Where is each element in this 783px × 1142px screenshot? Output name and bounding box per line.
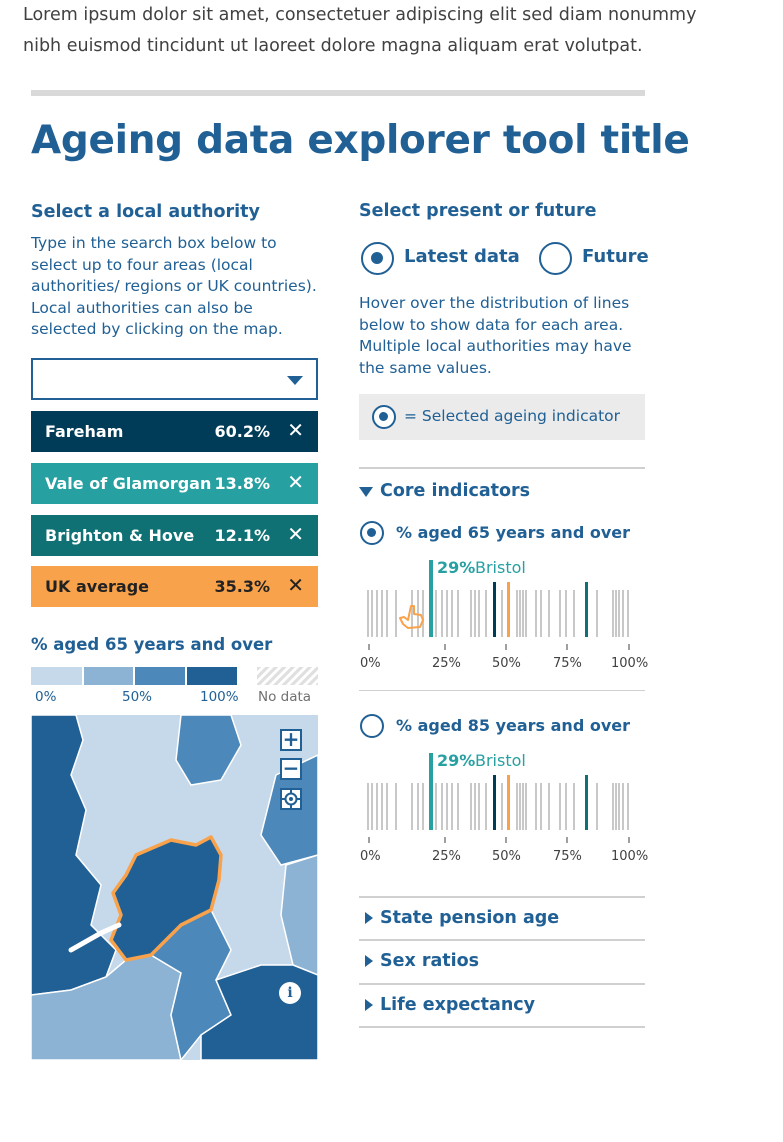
selected-area-chip: Vale of Glamorgan 13.8% ✕ xyxy=(31,463,318,504)
selected-area-name: Brighton & Hove xyxy=(45,526,195,545)
crosshair-icon xyxy=(282,790,300,808)
caret-down-icon[interactable] xyxy=(359,487,373,497)
zoom-out-button[interactable]: − xyxy=(280,758,302,780)
axis-tick-label: 0% xyxy=(360,849,381,864)
selected-area-chip: Fareham 60.2% ✕ xyxy=(31,411,318,452)
hover-area: Bristol xyxy=(475,751,526,770)
area-search-dropdown[interactable] xyxy=(31,358,318,400)
distribution-svg[interactable] xyxy=(359,753,649,863)
legend-swatch xyxy=(135,667,185,685)
legend-label: 100% xyxy=(200,689,239,705)
indicator-radio-65[interactable] xyxy=(360,521,384,545)
radio-selected-dot xyxy=(371,252,383,264)
indicator-radio-85[interactable] xyxy=(360,714,384,738)
info-icon[interactable]: i xyxy=(279,982,301,1004)
intro-paragraph: Lorem ipsum dolor sit amet, consectetuer… xyxy=(23,5,697,56)
hover-value: 29% xyxy=(437,751,476,770)
indicator-key-box: = Selected ageing indicator xyxy=(359,394,645,440)
map-region[interactable] xyxy=(175,715,242,786)
locate-button[interactable] xyxy=(280,788,302,810)
hover-area: Bristol xyxy=(475,558,526,577)
divider xyxy=(359,1026,645,1028)
core-indicators-toggle[interactable]: Core indicators xyxy=(380,481,531,501)
map-river xyxy=(68,922,122,953)
selected-area-value: 13.8% xyxy=(214,474,270,493)
axis-tick-label: 100% xyxy=(611,656,649,671)
select-authority-heading: Select a local authority xyxy=(31,202,260,222)
key-text: = Selected ageing indicator xyxy=(404,407,621,425)
legend-swatch xyxy=(31,667,82,685)
axis-tick-label: 25% xyxy=(432,656,461,671)
legend-swatch xyxy=(187,667,237,685)
radio-selected-dot xyxy=(379,412,388,421)
selected-area-name: Fareham xyxy=(45,422,124,441)
radio-selected-dot xyxy=(367,528,376,537)
hover-marker xyxy=(429,753,433,830)
key-radio-icon xyxy=(372,405,396,429)
distribution-strip-85[interactable] xyxy=(359,753,649,863)
divider xyxy=(359,467,645,469)
present-future-heading: Select present or future xyxy=(359,201,597,221)
close-icon[interactable]: ✕ xyxy=(287,573,304,597)
page-title: Ageing data explorer tool title xyxy=(31,118,690,163)
title-rule xyxy=(31,90,645,96)
distribution-strip-65[interactable] xyxy=(359,560,649,670)
selected-area-value: 60.2% xyxy=(214,422,270,441)
legend-no-data-label: No data xyxy=(258,689,312,705)
zoom-in-button[interactable]: + xyxy=(280,729,302,751)
hover-value: 29% xyxy=(437,558,476,577)
selected-area-value: 12.1% xyxy=(214,526,270,545)
divider xyxy=(359,939,645,941)
selected-map-region[interactable] xyxy=(109,835,223,962)
selected-area-name: UK average xyxy=(45,577,150,596)
map-canvas[interactable] xyxy=(31,715,318,1060)
axis-tick-label: 50% xyxy=(492,849,521,864)
select-authority-instructions: Type in the search box below to select u… xyxy=(31,234,317,338)
axis-tick-label: 75% xyxy=(553,656,582,671)
divider xyxy=(359,983,645,985)
close-icon[interactable]: ✕ xyxy=(287,470,304,494)
hand-cursor-icon xyxy=(399,605,424,629)
divider xyxy=(359,896,645,898)
indicator-label-65[interactable]: % aged 65 years and over xyxy=(396,523,630,542)
distribution-svg[interactable] xyxy=(359,560,649,670)
legend-title: % aged 65 years and over xyxy=(31,635,273,654)
close-icon[interactable]: ✕ xyxy=(287,522,304,546)
divider xyxy=(359,690,645,691)
latest-data-label[interactable]: Latest data xyxy=(404,246,520,267)
legend-no-data-swatch xyxy=(257,667,318,685)
close-icon[interactable]: ✕ xyxy=(287,418,304,442)
section-toggle-sex-ratios[interactable]: Sex ratios xyxy=(380,951,480,971)
latest-data-radio[interactable] xyxy=(361,242,394,275)
future-radio[interactable] xyxy=(539,242,572,275)
hover-marker xyxy=(429,560,433,637)
section-toggle-state-pension[interactable]: State pension age xyxy=(380,908,560,928)
caret-right-icon[interactable] xyxy=(365,912,373,924)
caret-right-icon[interactable] xyxy=(365,999,373,1011)
legend-label: 0% xyxy=(35,689,57,705)
axis-tick-label: 100% xyxy=(611,849,649,864)
selected-area-value: 35.3% xyxy=(214,577,270,596)
selected-area-name: Vale of Glamorgan xyxy=(45,474,212,493)
selected-area-chip: Brighton & Hove 12.1% ✕ xyxy=(31,515,318,556)
section-toggle-life-expectancy[interactable]: Life expectancy xyxy=(380,995,536,1015)
axis-tick-label: 25% xyxy=(432,849,461,864)
caret-right-icon[interactable] xyxy=(365,955,373,967)
legend-swatch xyxy=(84,667,133,685)
indicator-label-85[interactable]: % aged 85 years and over xyxy=(396,716,630,735)
choropleth-map[interactable] xyxy=(31,715,318,1060)
axis-tick-label: 75% xyxy=(553,849,582,864)
axis-tick-label: 50% xyxy=(492,656,521,671)
selected-area-chip: UK average 35.3% ✕ xyxy=(31,566,318,607)
future-label[interactable]: Future xyxy=(582,246,649,267)
legend-label: 50% xyxy=(122,689,153,705)
chevron-down-icon[interactable] xyxy=(287,376,303,385)
axis-tick-label: 0% xyxy=(360,656,381,671)
distribution-instructions: Hover over the distribution of lines bel… xyxy=(359,294,632,377)
